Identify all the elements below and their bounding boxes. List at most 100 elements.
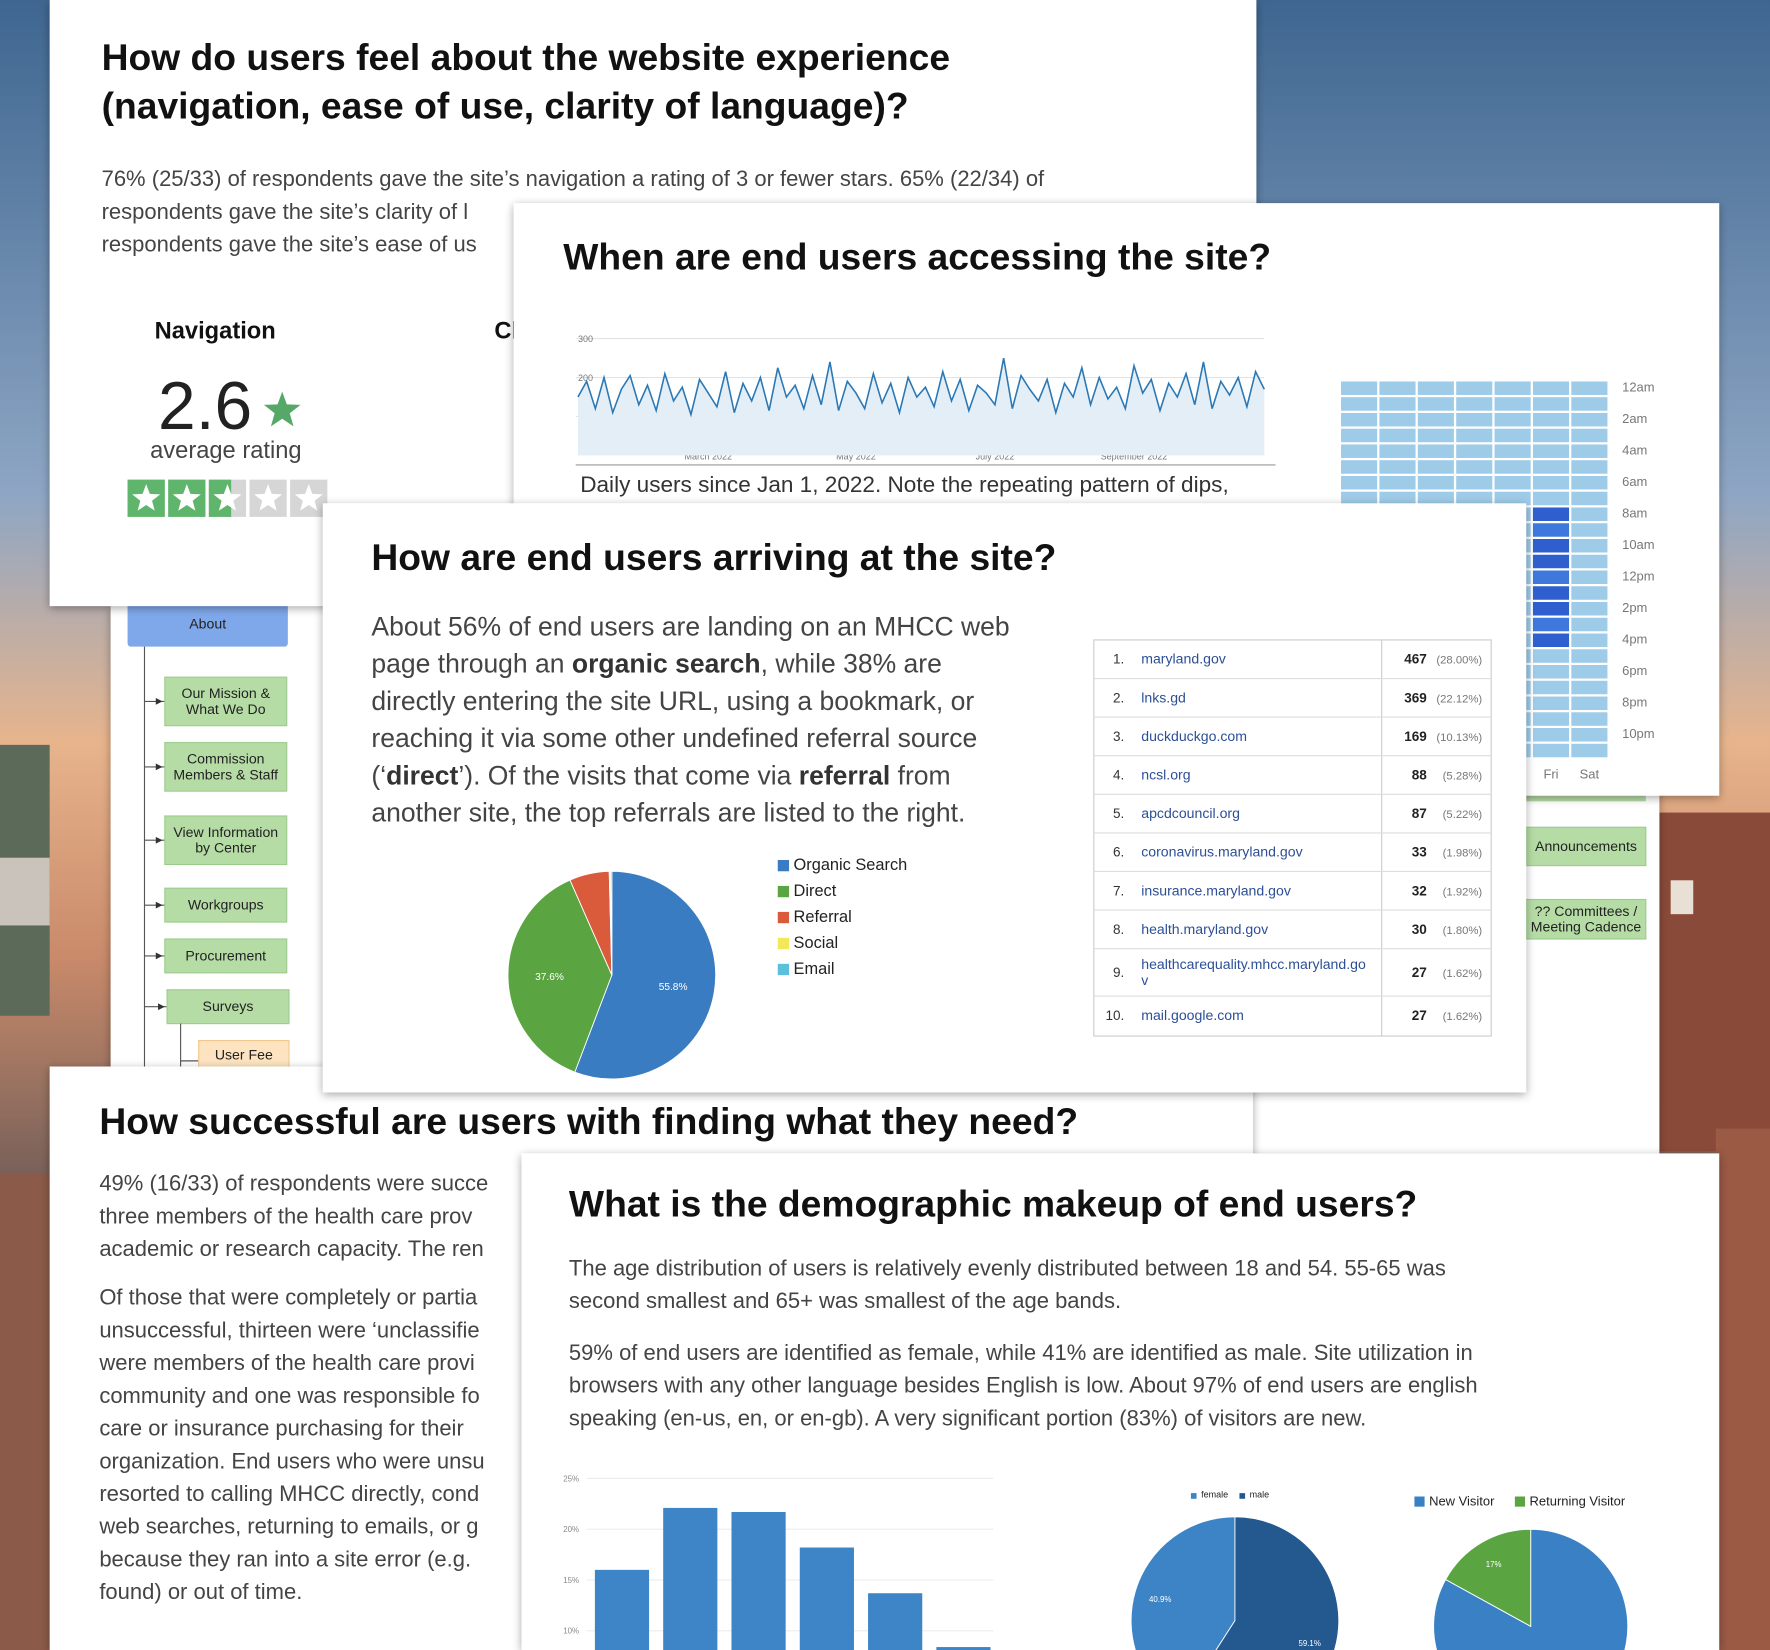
heatmap-cell bbox=[1417, 381, 1454, 395]
value-label: 40.9% bbox=[1149, 1595, 1171, 1604]
referral-count: 369 bbox=[1404, 690, 1427, 705]
heatmap-cell bbox=[1417, 397, 1454, 411]
paragraph-line: resorted to calling MHCC directly, cond bbox=[99, 1481, 479, 1506]
text-run: from bbox=[890, 760, 950, 790]
paragraph-line: unsuccessful, thirteen were ‘unclassifie bbox=[99, 1317, 479, 1342]
heatmap-cell bbox=[1379, 428, 1416, 443]
heatmap-hour: 10pm bbox=[1622, 726, 1654, 741]
sitemap-label-line: Members & Staff bbox=[173, 766, 278, 782]
paragraph-line: because they ran into a site error (e.g. bbox=[99, 1546, 471, 1571]
sitemap-box bbox=[1525, 898, 1647, 940]
domain-part: healthcarequality.mhcc.maryland.go bbox=[1141, 956, 1366, 972]
sitemap-label-line: Procurement bbox=[185, 947, 266, 963]
legend-label: Returning Visitor bbox=[1530, 1494, 1626, 1509]
heatmap-cell bbox=[1379, 412, 1416, 427]
demographics-card: What is the demographic makeup of end us… bbox=[563, 1183, 1629, 1650]
referral-share: (5.28%) bbox=[1443, 771, 1483, 783]
heatmap-cell bbox=[1494, 475, 1531, 490]
heatmap-cell bbox=[1379, 460, 1416, 474]
heatmap-day: Fri bbox=[1543, 767, 1558, 782]
paragraph-line: respondents gave the site’s clarity of l bbox=[102, 199, 469, 224]
legend-swatch bbox=[777, 859, 790, 872]
value-label: 17% bbox=[1486, 1560, 1502, 1569]
bar bbox=[594, 1569, 650, 1650]
sitemap-label-line: Announcements bbox=[1535, 838, 1637, 854]
heatmap-hour: 2pm bbox=[1622, 600, 1647, 615]
x-tick-label: May 2022 bbox=[836, 451, 876, 461]
heatmap-cell bbox=[1532, 602, 1570, 616]
card-title: What is the demographic makeup of end us… bbox=[569, 1183, 1417, 1225]
area bbox=[577, 358, 1265, 456]
card-title: How are end users arriving at the site? bbox=[371, 536, 1056, 578]
paragraph-line: reaching it via some other undefined ref… bbox=[371, 723, 977, 753]
referral-count: 32 bbox=[1412, 883, 1427, 898]
sitemap-box bbox=[1525, 826, 1647, 867]
y-tick-label: 15% bbox=[563, 1576, 579, 1585]
heatmap-cell bbox=[1571, 743, 1608, 758]
bar bbox=[868, 1593, 923, 1650]
sitemap-label-line: Our Mission & bbox=[182, 685, 271, 701]
sitemap-label-line: by Center bbox=[195, 840, 256, 856]
heatmap-cell bbox=[1532, 743, 1570, 758]
pie-slice bbox=[1433, 1528, 1629, 1650]
sitemap-box bbox=[164, 815, 288, 866]
arrow bbox=[155, 836, 163, 844]
paragraph-line: three members of the health care prov bbox=[99, 1203, 472, 1228]
heatmap-cell bbox=[1571, 491, 1608, 506]
heatmap-cell bbox=[1379, 491, 1416, 506]
heatmap-cell bbox=[1532, 570, 1570, 584]
legend-swatch bbox=[1414, 1496, 1425, 1507]
heatmap-cell bbox=[1532, 712, 1570, 726]
arrow bbox=[155, 901, 163, 909]
referral-rank: 4. bbox=[1113, 768, 1124, 783]
sitemap-label-line: Workgroups bbox=[188, 897, 264, 913]
sitemap-box bbox=[164, 938, 288, 974]
heatmap-cell bbox=[1532, 649, 1570, 663]
text-run: , while 38% are bbox=[761, 649, 942, 679]
text-run: page through an bbox=[371, 649, 572, 679]
heatmap-hour: 4pm bbox=[1622, 632, 1647, 647]
referral-count: 169 bbox=[1404, 729, 1427, 744]
heatmap-hour: 8am bbox=[1622, 506, 1647, 521]
sitemap-box bbox=[166, 989, 290, 1025]
paragraph-line: respondents gave the site’s ease of us bbox=[102, 232, 477, 257]
value-label: 37.6% bbox=[535, 972, 564, 983]
heatmap-cell bbox=[1571, 507, 1608, 521]
referral-share: (10.13%) bbox=[1436, 732, 1482, 744]
star-shape bbox=[213, 484, 242, 511]
sitemap-label: ?? Committees / Meeting Cadence bbox=[1531, 903, 1642, 935]
heatmap-cell bbox=[1571, 554, 1608, 569]
referral-share: (1.62%) bbox=[1443, 968, 1483, 980]
sitemap-label: Procurement bbox=[185, 947, 266, 963]
value-label: 59.1% bbox=[1298, 1639, 1320, 1648]
heatmap-cell bbox=[1494, 412, 1531, 427]
heatmap-cell bbox=[1532, 554, 1570, 569]
heatmap-cell bbox=[1494, 428, 1531, 443]
heatmap-cell bbox=[1571, 412, 1608, 427]
referral-share: (28.00%) bbox=[1436, 655, 1482, 667]
heatmap-cell bbox=[1571, 570, 1608, 584]
paragraph-line: (‘direct’). Of the visits that come via … bbox=[371, 760, 950, 790]
experience-card: How do users feel about the website expe… bbox=[102, 36, 1045, 517]
star-shape bbox=[294, 484, 323, 511]
referral-rank: 6. bbox=[1113, 845, 1124, 860]
sitemap-root: About bbox=[189, 616, 226, 632]
y-tick-label: 10% bbox=[563, 1627, 579, 1636]
heatmap-cell bbox=[1417, 475, 1454, 490]
heatmap-cell bbox=[1379, 444, 1416, 458]
rating-star-icon bbox=[263, 391, 301, 427]
legend-swatch bbox=[777, 911, 790, 924]
paragraph-line: were members of the health care provi bbox=[98, 1350, 474, 1375]
paragraph-line: speaking (en-us, en, or en-gb). A very s… bbox=[569, 1405, 1366, 1430]
referral-rank: 9. bbox=[1113, 965, 1124, 980]
referral-rank: 1. bbox=[1113, 652, 1124, 667]
heatmap-hour: 2am bbox=[1622, 411, 1647, 426]
sitemap-box bbox=[164, 742, 288, 792]
text-run: another site, the top referrals are list… bbox=[371, 798, 965, 828]
legend-label: New Visitor bbox=[1429, 1494, 1495, 1509]
heatmap-cell bbox=[1571, 617, 1608, 632]
referral-count: 27 bbox=[1412, 965, 1427, 980]
sitemap-label: Workgroups bbox=[188, 897, 264, 913]
legend-label: Social bbox=[794, 934, 839, 952]
